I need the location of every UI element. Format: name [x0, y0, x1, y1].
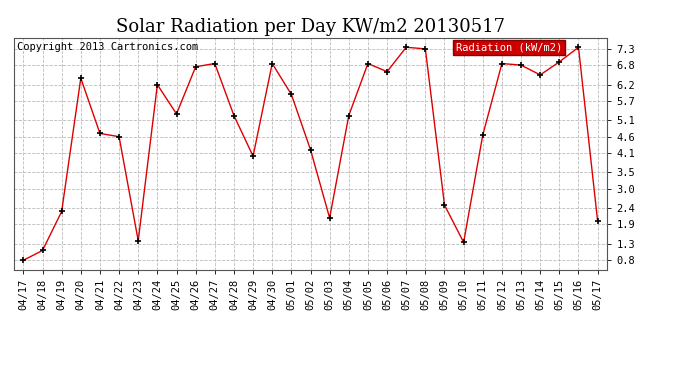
Text: Radiation (kW/m2): Radiation (kW/m2): [456, 42, 562, 52]
Title: Solar Radiation per Day KW/m2 20130517: Solar Radiation per Day KW/m2 20130517: [116, 18, 505, 36]
Text: Copyright 2013 Cartronics.com: Copyright 2013 Cartronics.com: [17, 42, 198, 52]
